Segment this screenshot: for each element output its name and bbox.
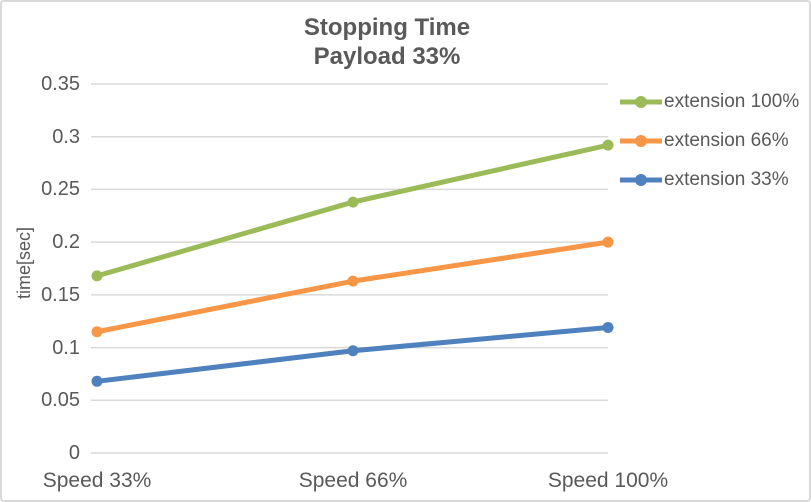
y-tick-label: 0.1 [52, 336, 80, 359]
legend-label: extension 66% [664, 129, 789, 151]
legend-label: extension 33% [664, 168, 789, 190]
x-axis-label: Speed 33% [42, 469, 152, 492]
legend-item: extension 66% [619, 122, 789, 160]
legend-marker-icon [620, 173, 662, 186]
y-tick-label: 0.25 [41, 178, 80, 201]
y-tick-label: 0.35 [41, 73, 80, 95]
x-axis-label: Speed 100% [547, 469, 669, 492]
x-axis-label: Speed 66% [298, 469, 408, 492]
data-point-marker [347, 345, 359, 357]
data-point-marker [91, 270, 103, 282]
legend-item: extension 33% [619, 161, 789, 199]
legend-marker-icon [620, 134, 662, 147]
chart-title: Stopping Time Payload 33% [2, 13, 772, 71]
data-point-marker [347, 196, 359, 208]
chart-title-line2: Payload 33% [313, 43, 461, 70]
y-tick-label: 0.05 [41, 389, 80, 412]
data-point-marker [347, 275, 359, 287]
data-point-marker [602, 322, 614, 334]
y-tick-label: 0.2 [52, 231, 80, 254]
y-tick-label: 0 [68, 442, 80, 464]
chart-title-line1: Stopping Time [303, 14, 471, 41]
y-tick-label: 0.15 [41, 283, 80, 306]
legend-marker-icon [620, 96, 662, 108]
data-point-marker [602, 236, 614, 248]
data-point-marker [602, 139, 614, 151]
legend-label: extension 100% [664, 91, 800, 112]
y-tick-label: 0.3 [52, 125, 80, 148]
legend-item: extension 100% [619, 83, 799, 121]
data-point-marker [91, 375, 103, 387]
data-point-marker [91, 326, 103, 338]
